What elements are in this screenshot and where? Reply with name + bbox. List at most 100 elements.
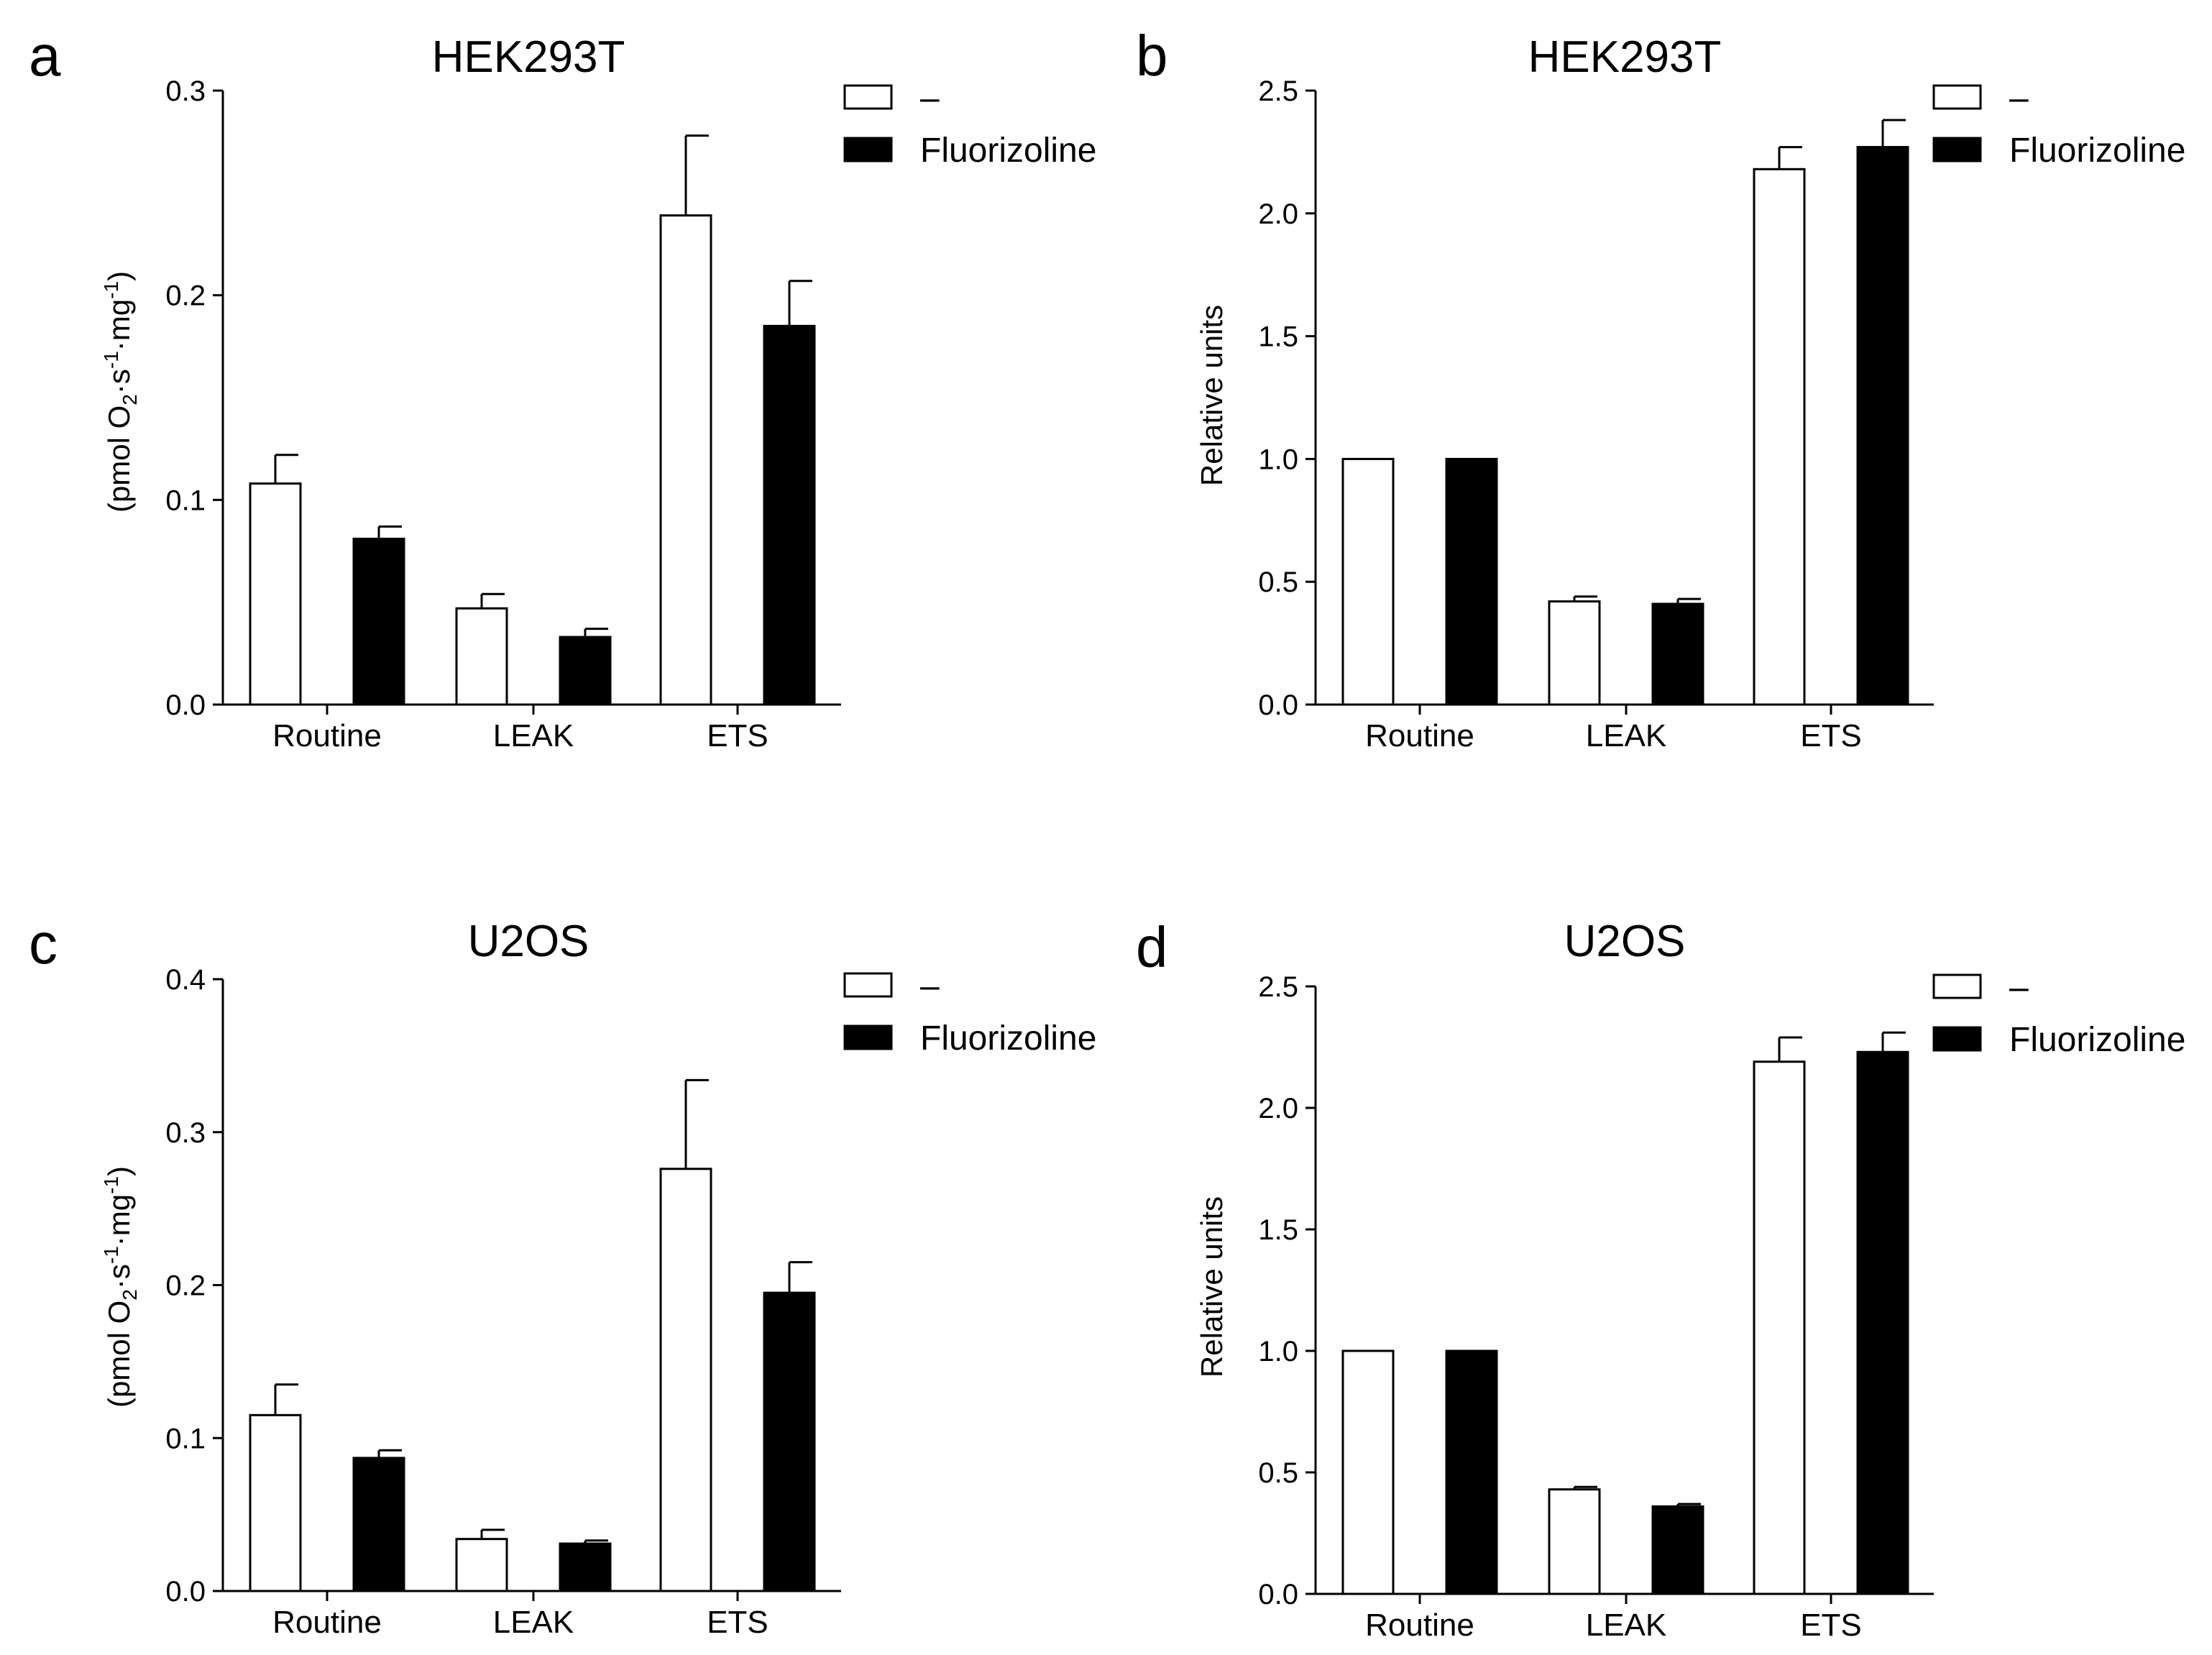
y-axis-label-part: 2 [119, 1289, 141, 1301]
y-tick-label: 1.0 [1258, 1336, 1298, 1367]
y-axis-label-part: (pmol O [102, 405, 136, 513]
y-tick-label: 0.4 [165, 964, 206, 996]
y-axis-label-part: ) [102, 1166, 136, 1176]
y-axis-label-part: -1 [100, 1176, 122, 1194]
bar-control-routine [249, 482, 302, 706]
y-axis-label: (pmol O2·s-1·mg-1) [100, 271, 141, 513]
y-tick-label: 1.5 [1258, 1214, 1298, 1246]
bar-control-routine [1341, 1349, 1395, 1595]
bar-fluorizoline-ets [763, 324, 816, 706]
bar-control-ets [1753, 1060, 1806, 1595]
bar-control-leak [455, 1538, 508, 1592]
x-tick-label: ETS [707, 718, 768, 753]
chart-panel-c: c U2OS 0.0 0.1 0.2 0.3 0.4 Routine LEAK ETS – Fluor… [29, 912, 1096, 1640]
y-tick-label: 0.0 [165, 1576, 206, 1608]
bar-fluorizoline-ets [763, 1291, 816, 1592]
y-tick-label: 0.0 [1258, 1579, 1298, 1610]
bar-fluorizoline-ets [1856, 1050, 1909, 1595]
bar-control-leak [455, 607, 508, 706]
x-tick-label: ETS [1800, 1608, 1862, 1643]
y-tick-label: 0.2 [165, 1270, 206, 1302]
y-tick-label: 0.0 [165, 689, 206, 721]
bar-fluorizoline-leak [559, 1542, 612, 1592]
bar-control-routine [249, 1413, 302, 1592]
y-tick-label: 1.5 [1258, 321, 1298, 353]
y-axis-label-part: -1 [100, 281, 122, 299]
y-tick-label: 2.5 [1258, 971, 1298, 1003]
y-tick-label: 2.0 [1258, 1093, 1298, 1124]
y-axis-label-part: (pmol O [102, 1301, 136, 1408]
legend-label: – [920, 967, 940, 1005]
y-axis-label-part: -1 [100, 1246, 122, 1264]
x-tick-label: Routine [1365, 718, 1474, 753]
x-tick-label: Routine [1365, 1608, 1474, 1643]
legend-swatch [843, 1024, 893, 1050]
chart-panel-b: b HEK293T 0.0 0.5 1.0 1.5 2.0 2.5 Routine LEAK ETS… [1136, 24, 2185, 753]
bar-fluorizoline-ets [1856, 146, 1909, 706]
bar-control-ets [659, 214, 712, 706]
panel-letter: d [1136, 915, 1168, 979]
x-tick-label: Routine [272, 718, 382, 753]
y-tick-label: 1.0 [1258, 444, 1298, 475]
panel-letter: c [29, 912, 58, 976]
legend-label: Fluorizoline [2009, 132, 2185, 170]
legend-swatch [843, 137, 893, 162]
bar-fluorizoline-routine [352, 1457, 405, 1592]
bar-control-leak [1548, 600, 1601, 706]
chart-panel-d: d U2OS 0.0 0.5 1.0 1.5 2.0 2.5 Routine LEAK ETS – Fl… [1136, 915, 2185, 1643]
x-tick-label: LEAK [493, 1605, 574, 1640]
legend-swatch [1932, 84, 1982, 110]
y-tick-label: 2.0 [1258, 198, 1298, 230]
y-tick-label: 0.0 [1258, 689, 1298, 721]
panel-letter: a [29, 24, 61, 88]
chart-title: HEK293T [432, 32, 625, 82]
x-tick-label: ETS [1800, 718, 1862, 753]
legend-swatch [1932, 1026, 1982, 1052]
y-axis-label-part: -1 [100, 351, 122, 369]
bar-control-ets [1753, 168, 1806, 706]
bar-fluorizoline-routine [352, 537, 405, 706]
y-tick-label: 0.5 [1258, 1457, 1298, 1489]
legend-label: Fluorizoline [2009, 1021, 2185, 1059]
bar-control-leak [1548, 1488, 1601, 1595]
y-axis-label-part: 2 [119, 394, 141, 405]
y-axis-label-part: ·mg [102, 299, 136, 351]
y-tick-label: 0.3 [165, 75, 206, 107]
legend-label: – [2009, 79, 2029, 117]
legend-swatch [1932, 137, 1982, 162]
chart-panel-a: a HEK293T 0.0 0.1 0.2 0.3 Routine LEAK ETS – Fluor… [29, 24, 1096, 753]
chart-title: U2OS [468, 917, 589, 966]
y-axis-label-part: ) [102, 271, 136, 281]
legend-swatch [843, 972, 893, 998]
bar-fluorizoline-routine [1445, 1349, 1498, 1595]
bar-fluorizoline-routine [1445, 457, 1498, 706]
bar-fluorizoline-leak [1651, 602, 1704, 706]
legend-swatch [843, 84, 893, 110]
y-axis-label-part: ·mg [102, 1194, 136, 1246]
legend-label: – [2009, 968, 2029, 1007]
legend-label: Fluorizoline [920, 1019, 1096, 1058]
x-tick-label: ETS [707, 1605, 768, 1640]
panel-letter: b [1136, 24, 1168, 88]
y-axis-label: (pmol O2·s-1·mg-1) [100, 1166, 141, 1408]
y-tick-label: 0.2 [165, 280, 206, 312]
x-tick-label: Routine [272, 1605, 382, 1640]
y-tick-label: 0.1 [165, 485, 206, 516]
y-axis-label-part: ·s [102, 369, 136, 394]
y-tick-label: 0.5 [1258, 567, 1298, 598]
bar-control-routine [1341, 457, 1395, 706]
bar-fluorizoline-leak [559, 636, 612, 706]
x-tick-label: LEAK [1586, 718, 1667, 753]
y-tick-label: 0.1 [165, 1423, 206, 1454]
legend-swatch [1932, 973, 1982, 999]
bar-fluorizoline-leak [1651, 1505, 1704, 1595]
chart-title: U2OS [1564, 917, 1686, 966]
y-axis-label: Relative units [1195, 1196, 1229, 1377]
y-axis-label: Relative units [1195, 305, 1229, 486]
x-tick-label: LEAK [1586, 1608, 1667, 1643]
y-axis-label-part: ·s [102, 1264, 136, 1289]
y-tick-label: 0.3 [165, 1117, 206, 1149]
chart-title: HEK293T [1528, 32, 1722, 82]
legend-label: – [920, 79, 940, 117]
